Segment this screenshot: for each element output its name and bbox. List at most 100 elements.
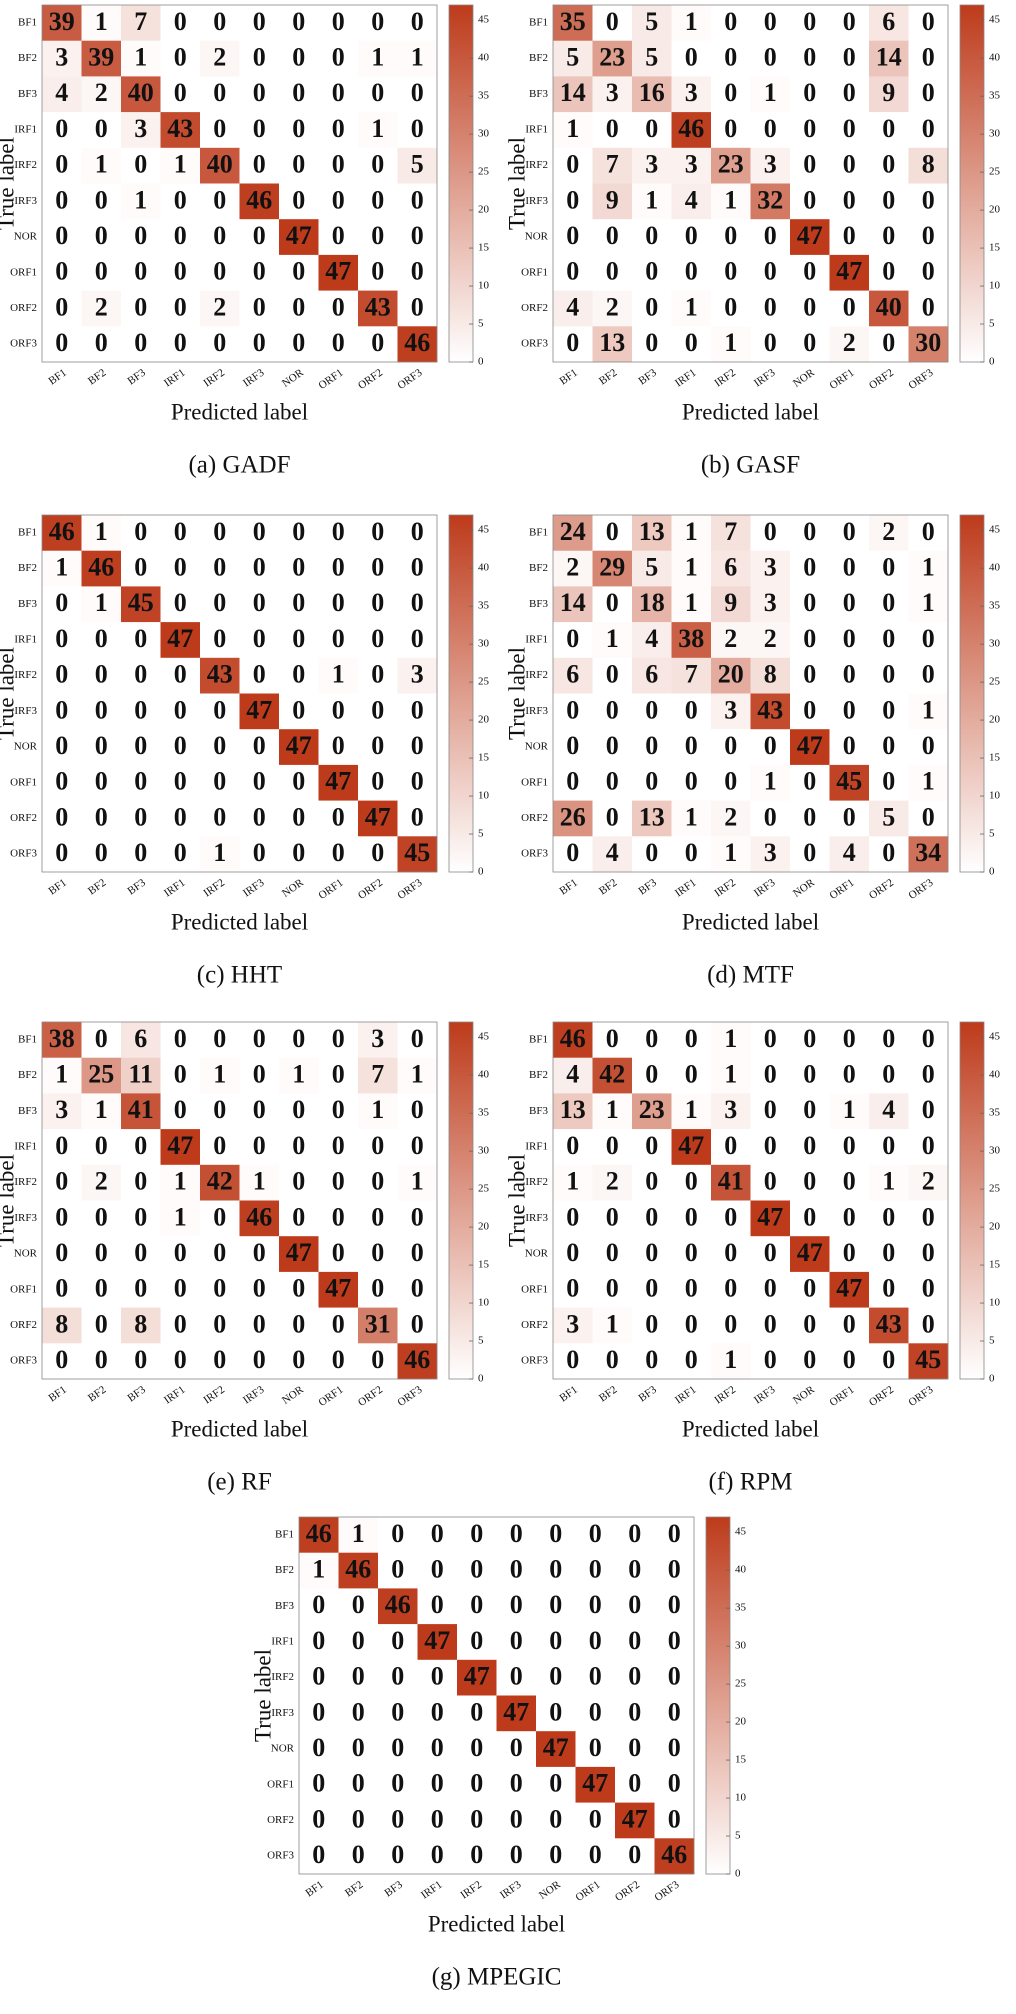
cell [829,657,870,694]
cell-value: 0 [843,7,856,36]
cell-value: 9 [882,78,895,107]
cell [318,1343,359,1380]
cell [553,1271,593,1308]
cell-value: 0 [628,1555,641,1584]
cell-value: 0 [606,1274,619,1303]
x-tick-label: BF2 [597,367,619,388]
x-tick-label: BF1 [304,1879,326,1900]
cell [536,1624,576,1661]
cell-value: 0 [764,114,777,143]
cell [121,5,161,41]
cell [160,147,201,184]
cell-value: 0 [253,1238,266,1267]
cell [711,5,751,41]
cell-value: 0 [922,7,935,36]
cell [42,515,82,551]
colorbar-tick-label: 40 [478,562,490,574]
matrix-frame [552,4,949,363]
cell [200,1236,240,1273]
cell [908,76,949,113]
cell-value: 0 [724,292,737,321]
cell-value: 3 [685,150,698,179]
cell [318,764,359,801]
cell-value: 0 [668,1519,681,1548]
cell-value: 46 [345,1555,371,1584]
x-axis-label: Predicted label [682,1416,819,1441]
cell-value: 0 [803,1202,816,1231]
cell [536,1659,576,1696]
cell [378,1766,418,1803]
cell-value: 0 [55,292,68,321]
cell [654,1517,695,1553]
cell-value: 0 [134,802,147,831]
cell-value: 0 [134,257,147,286]
cell-value: 0 [95,328,108,357]
cell [279,515,319,551]
cell [671,515,712,551]
cell-value: 0 [95,1345,108,1374]
cell [869,254,909,291]
cell [553,76,593,113]
cell-value: 0 [803,553,816,582]
cell [671,586,712,623]
cell [496,1552,537,1589]
cell [279,1129,319,1166]
cell [239,1271,280,1308]
cell [358,290,398,327]
cell-value: 0 [645,1274,658,1303]
cell-value: 1 [685,588,698,617]
x-tick-label: BF3 [126,1383,149,1404]
cell-value: 0 [213,767,226,796]
cell-value: 0 [510,1626,523,1655]
cell-value: 0 [253,624,266,653]
y-tick-label: BF1 [529,1033,548,1045]
cell-value: 0 [371,624,384,653]
cell [279,40,319,77]
cell [121,729,161,766]
cell [711,764,751,801]
cell [160,326,201,363]
cell-value: 0 [803,1309,816,1338]
colorbar-tick-label: 10 [478,1297,490,1309]
cell-value: 0 [668,1804,681,1833]
cell [536,1517,576,1553]
cell-value: 0 [843,43,856,72]
cell-value: 0 [134,1274,147,1303]
cell-value: 0 [332,838,345,867]
cell [632,1129,672,1166]
cell-value: 0 [352,1662,365,1691]
cell-value: 0 [371,221,384,250]
cell-value: 14 [876,43,902,72]
cell-value: 31 [365,1309,391,1338]
cell-value: 0 [55,802,68,831]
cell [42,40,82,77]
cell-value: 0 [371,695,384,724]
y-tick-label: ORF2 [10,812,37,824]
cell-value: 0 [411,1095,424,1124]
cell [239,147,280,184]
cell-value: 0 [922,43,935,72]
cell [417,1552,458,1589]
cell [829,1236,870,1273]
cell [869,1343,909,1380]
cell-value: 0 [312,1804,325,1833]
cell [81,5,122,41]
colorbar-tick-label: 5 [735,1830,741,1842]
cell-value: 0 [253,1345,266,1374]
y-tick-label: IRF2 [525,669,548,681]
cell-value: 0 [371,588,384,617]
cell-value: 1 [95,588,108,617]
cell [200,1343,240,1380]
cell [711,586,751,623]
cell [790,1164,830,1201]
cell-value: 47 [286,731,312,760]
cell-value: 0 [510,1662,523,1691]
cell [200,5,240,41]
cell-value: 0 [431,1840,444,1869]
cell [81,729,122,766]
cell [790,515,830,551]
cell [592,254,633,291]
cell [417,1659,458,1696]
cell-value: 29 [599,553,625,582]
cell [869,515,909,551]
